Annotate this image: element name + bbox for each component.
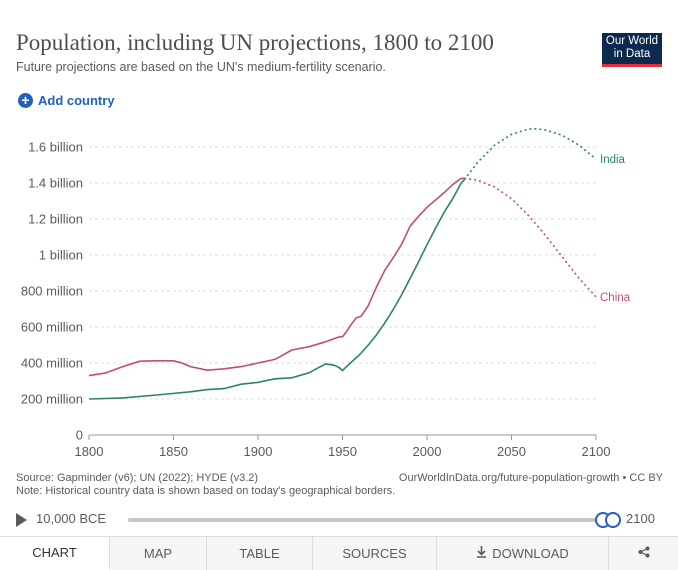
play-icon[interactable]: [16, 513, 27, 527]
y-tick-label: 1.2 billion: [28, 212, 83, 227]
tab-sources-label: SOURCES: [342, 546, 407, 561]
chart-title: Population, including UN projections, 18…: [16, 30, 494, 55]
tab-chart[interactable]: CHART: [0, 537, 110, 570]
chart-subtitle: Future projections are based on the UN's…: [16, 60, 386, 74]
x-tick-label: 2100: [582, 444, 611, 459]
tab-table[interactable]: TABLE: [207, 537, 313, 570]
share-button[interactable]: [609, 537, 678, 570]
china-historical-line: [88, 177, 465, 377]
y-tick-label: 800 million: [21, 284, 83, 299]
tab-download-label: DOWNLOAD: [492, 546, 569, 561]
x-tick-label: 1950: [328, 444, 357, 459]
y-tick-label: 1 billion: [39, 248, 83, 263]
china-projection-line: [464, 177, 597, 298]
timeline-slider[interactable]: [128, 512, 621, 528]
logo-line-2: in Data: [613, 48, 651, 60]
add-country-label: Add country: [38, 93, 115, 108]
series-labels: China India: [600, 154, 631, 304]
note-text: Note: Historical country data is shown b…: [16, 485, 396, 497]
timeline: 10,000 BCE 2100: [16, 510, 666, 530]
y-tick-label: 200 million: [21, 392, 83, 407]
china-series-label: China: [600, 292, 631, 304]
tab-sources[interactable]: SOURCES: [313, 537, 437, 570]
logo-accent-bar: [602, 64, 662, 67]
timeline-end-label: 2100: [626, 511, 655, 526]
y-tick-label: 1.4 billion: [28, 176, 83, 191]
tab-chart-label: CHART: [32, 545, 77, 560]
tab-table-label: TABLE: [239, 546, 280, 561]
y-tick-label: 400 million: [21, 356, 83, 371]
y-tick-label: 0: [76, 428, 83, 443]
x-tick-label: 1900: [244, 444, 273, 459]
tab-download[interactable]: DOWNLOAD: [437, 537, 609, 570]
x-axis: 1800 1850 1900 1950 2000 2050 2100: [75, 434, 611, 459]
plus-circle-icon: +: [18, 93, 33, 108]
source-text: Source: Gapminder (v6); UN (2022); HYDE …: [16, 472, 259, 484]
share-icon: [638, 546, 650, 561]
india-series-label: India: [600, 154, 626, 166]
logo-line-1: Our World: [605, 35, 659, 47]
series-lines: [88, 127, 597, 400]
tab-map-label: MAP: [143, 546, 173, 561]
tab-map[interactable]: MAP: [110, 537, 207, 570]
x-tick-label: 2000: [413, 444, 442, 459]
y-tick-label: 1.6 billion: [28, 140, 83, 155]
india-projection-line: [463, 127, 597, 181]
download-icon: [476, 546, 487, 561]
add-country-button[interactable]: + Add country: [18, 93, 115, 108]
y-tick-label: 600 million: [21, 320, 83, 335]
x-tick-label: 2050: [497, 444, 526, 459]
population-line-chart: 0 200 million 400 million 600 million 800 mi…: [21, 127, 631, 459]
timeline-slider-fill: [128, 518, 608, 522]
license-link[interactable]: OurWorldInData.org/future-population-gro…: [398, 472, 663, 484]
grid-lines: [89, 146, 596, 400]
y-axis: 0 200 million 400 million 600 million 800 mi…: [21, 140, 83, 443]
owid-logo[interactable]: Our World in Data: [602, 33, 662, 67]
timeline-start-label: 10,000 BCE: [36, 511, 107, 526]
tab-bar: CHART MAP TABLE SOURCES DOWNLOAD: [0, 536, 678, 570]
timeline-end-handle[interactable]: [605, 512, 621, 528]
x-tick-label: 1850: [159, 444, 188, 459]
india-historical-line: [88, 179, 465, 400]
x-tick-label: 1800: [75, 444, 104, 459]
